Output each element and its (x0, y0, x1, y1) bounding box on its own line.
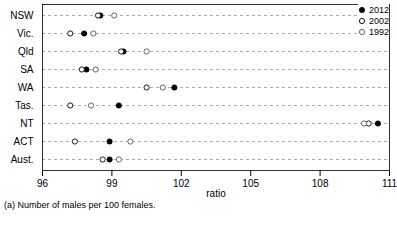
svg-text:Qld: Qld (18, 46, 34, 57)
svg-text:ACT: ACT (14, 136, 34, 147)
svg-text:102: 102 (173, 178, 190, 189)
svg-text:ratio: ratio (206, 188, 226, 199)
svg-text:NT: NT (20, 118, 33, 129)
svg-text:Aust.: Aust. (11, 154, 34, 165)
html-text:2012: 2012 (369, 4, 389, 15)
svg-text:108: 108 (312, 178, 329, 189)
svg-text:99: 99 (106, 178, 118, 189)
svg-text:105: 105 (242, 178, 259, 189)
svg-text:NSW: NSW (10, 10, 34, 21)
svg-text:Vic.: Vic. (17, 28, 34, 39)
html-text:1992: 1992 (369, 26, 389, 37)
svg-text:96: 96 (37, 178, 49, 189)
svg-text:SA: SA (20, 64, 34, 75)
svg-text:WA: WA (18, 82, 34, 93)
svg-text:Tas.: Tas. (15, 100, 33, 111)
html-text:(a) Number of males per 100 fe: (a) Number of males per 100 females. (4, 200, 156, 210)
svg-text:111: 111 (382, 178, 397, 189)
html-text:2002: 2002 (369, 15, 389, 26)
